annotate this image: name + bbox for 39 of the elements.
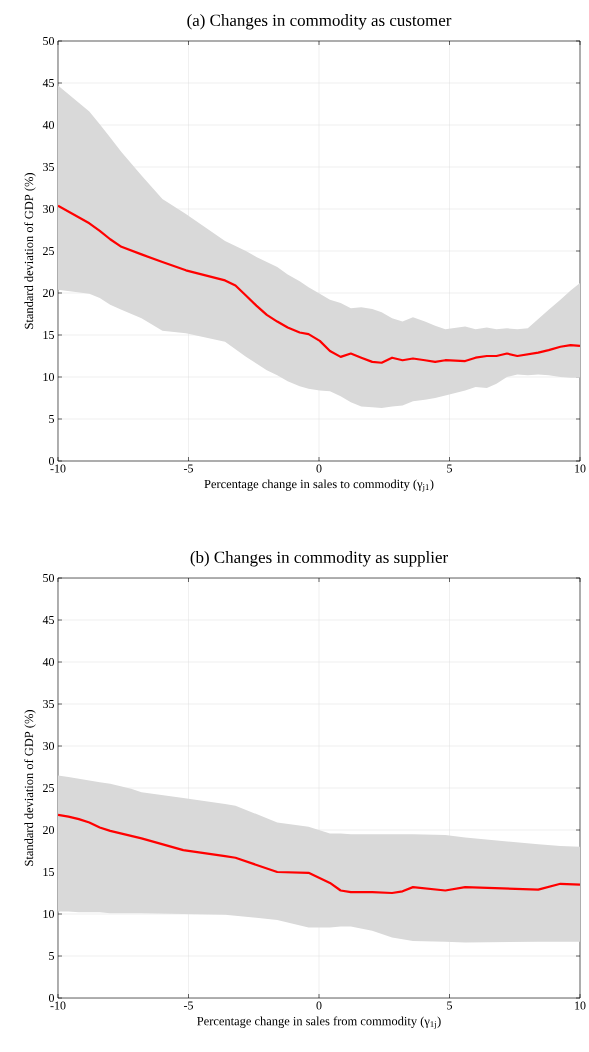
x-tick-label: -5 [183, 1001, 193, 1010]
y-tick-label: 30 [42, 741, 54, 751]
x-tick-label: -5 [183, 464, 193, 473]
y-tick-label: 20 [42, 825, 54, 835]
chart-title: (a) Changes in commodity as customer [187, 14, 452, 30]
y-tick-label: 40 [42, 657, 54, 667]
y-tick-label: 50 [43, 573, 54, 583]
y-axis-title: Standard deviation of GDP (%) [24, 173, 36, 329]
x-tick-label: 0 [316, 1001, 322, 1010]
y-tick-label: 35 [42, 162, 54, 172]
y-tick-label: 45 [42, 616, 54, 625]
y-tick-label: 20 [42, 288, 54, 298]
x-tick-label: 5 [447, 1001, 452, 1010]
line-series [57, 813, 580, 895]
x-tick-label: 0 [316, 464, 322, 473]
y-tick-label: 0 [48, 456, 54, 466]
y-tick-label: 15 [43, 331, 54, 340]
y-tick-label: 30 [42, 204, 54, 214]
x-tick-label: -10 [50, 1001, 66, 1010]
x-tick-label: 10 [574, 464, 586, 473]
y-tick-label: 25 [42, 784, 54, 793]
y-tick-label: 35 [42, 700, 54, 709]
y-tick-label: 40 [42, 120, 54, 130]
y-tick-label: 45 [42, 79, 54, 87]
y-tick-label: 15 [43, 868, 54, 877]
y-tick-label: 10 [43, 372, 54, 382]
chart-title: (b) Changes in commodity as supplier [190, 551, 448, 567]
x-tick-label: 5 [447, 464, 452, 473]
x-tick-label: -10 [50, 464, 66, 473]
y-tick-label: 25 [42, 246, 54, 256]
y-tick-label: 5 [49, 415, 54, 423]
y-tick-label: 10 [43, 909, 54, 919]
y-axis-title: Standard deviation of GDP (%) [24, 710, 36, 866]
x-axis-title: Percentage change in sales from commodity (γ$_{1j}$) [196, 1016, 441, 1029]
x-axis-title: Percentage change in sales to commodity (γ$_{j1}$) [204, 479, 434, 492]
y-tick-label: 0 [48, 993, 54, 1003]
y-tick-label: 5 [49, 952, 54, 960]
x-tick-label: 10 [574, 1001, 586, 1010]
y-tick-label: 50 [43, 36, 54, 46]
